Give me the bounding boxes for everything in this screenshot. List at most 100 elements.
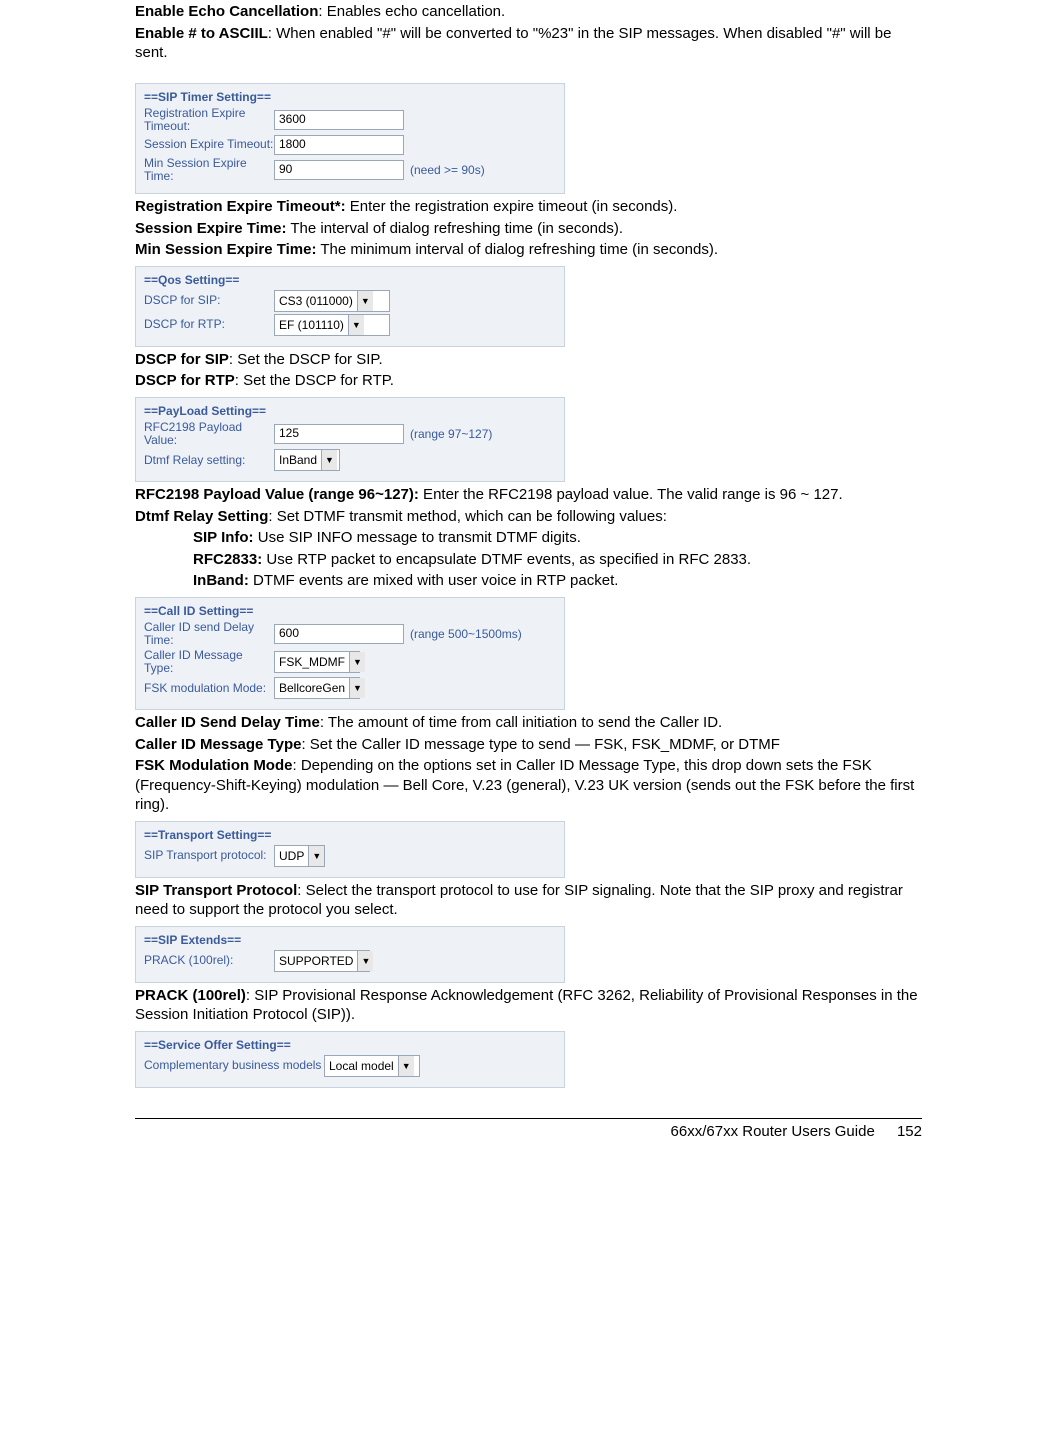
text: DTMF events are mixed with user voice in… bbox=[249, 572, 619, 589]
term: Registration Expire Timeout*: bbox=[135, 198, 346, 215]
term: Session Expire Time: bbox=[135, 220, 286, 237]
text: The interval of dialog refreshing time (… bbox=[286, 220, 623, 237]
term: RFC2833: bbox=[193, 551, 262, 568]
text: : Set the DSCP for RTP. bbox=[235, 372, 394, 389]
echo-cancel-desc: Enable Echo Cancellation: Enables echo c… bbox=[135, 2, 922, 22]
rfc2198-input[interactable]: 125 bbox=[274, 424, 404, 444]
section-header: ==Transport Setting== bbox=[144, 828, 556, 842]
sub-desc: InBand: DTMF events are mixed with user … bbox=[193, 571, 922, 591]
dscp-rtp-select[interactable]: EF (101110) ▼ bbox=[274, 314, 390, 336]
min-session-input[interactable]: 90 bbox=[274, 160, 404, 180]
qos-figure: ==Qos Setting== DSCP for SIP: CS3 (01100… bbox=[135, 266, 565, 347]
term: Dtmf Relay Setting bbox=[135, 508, 268, 525]
payload-figure: ==PayLoad Setting== RFC2198 Payload Valu… bbox=[135, 397, 565, 482]
cid-delay-input[interactable]: 600 bbox=[274, 624, 404, 644]
chevron-down-icon: ▼ bbox=[349, 652, 365, 672]
desc: SIP Transport Protocol: Select the trans… bbox=[135, 881, 922, 920]
desc: RFC2198 Payload Value (range 96~127): En… bbox=[135, 485, 922, 505]
row-transport: SIP Transport protocol: UDP▼ bbox=[144, 845, 556, 867]
row-service: Complementary business models Local mode… bbox=[144, 1055, 556, 1077]
chevron-down-icon: ▼ bbox=[348, 315, 364, 335]
reg-expire-input[interactable]: 3600 bbox=[274, 110, 404, 130]
term: PRACK (100rel) bbox=[135, 987, 246, 1004]
row-min-session: Min Session Expire Time: 90 (need >= 90s… bbox=[144, 157, 556, 183]
text: Enter the registration expire timeout (i… bbox=[346, 198, 678, 215]
footer-rule bbox=[135, 1118, 922, 1119]
page-number: 152 bbox=[897, 1123, 922, 1140]
term: RFC2198 Payload Value (range 96~127): bbox=[135, 486, 419, 503]
term: SIP Transport Protocol bbox=[135, 882, 297, 899]
selected: InBand bbox=[279, 453, 317, 467]
term: Enable # to ASCIIL bbox=[135, 25, 268, 42]
selected: Local model bbox=[329, 1059, 394, 1073]
dtmf-select[interactable]: InBand ▼ bbox=[274, 449, 340, 471]
extends-figure: ==SIP Extends== PRACK (100rel): SUPPORTE… bbox=[135, 926, 565, 983]
prack-select[interactable]: SUPPORTED▼ bbox=[274, 950, 370, 972]
row-dtmf: Dtmf Relay setting: InBand ▼ bbox=[144, 449, 556, 471]
section-header: ==PayLoad Setting== bbox=[144, 404, 556, 418]
sub-desc: SIP Info: Use SIP INFO message to transm… bbox=[193, 528, 922, 548]
row-reg-expire: Registration Expire Timeout: 3600 bbox=[144, 107, 556, 133]
selected: EF (101110) bbox=[279, 318, 344, 332]
selected: CS3 (011000) bbox=[279, 294, 353, 308]
session-expire-input[interactable]: 1800 bbox=[274, 135, 404, 155]
row-session-expire: Session Expire Timeout: 1800 bbox=[144, 135, 556, 155]
desc: Session Expire Time: The interval of dia… bbox=[135, 219, 922, 239]
chevron-down-icon: ▼ bbox=[357, 951, 373, 971]
row-cid-type: Caller ID Message Type: FSK_MDMF▼ bbox=[144, 649, 556, 675]
term: DSCP for SIP bbox=[135, 351, 229, 368]
row-prack: PRACK (100rel): SUPPORTED▼ bbox=[144, 950, 556, 972]
footer-guide: 66xx/67xx Router Users Guide bbox=[671, 1123, 875, 1140]
sip-timer-figure: ==SIP Timer Setting== Registration Expir… bbox=[135, 83, 565, 195]
text: : Set the DSCP for SIP. bbox=[229, 351, 383, 368]
text: : Enables echo cancellation. bbox=[318, 3, 505, 20]
row-cid-delay: Caller ID send Delay Time: 600 (range 50… bbox=[144, 621, 556, 647]
term: InBand: bbox=[193, 572, 249, 589]
cid-type-select[interactable]: FSK_MDMF▼ bbox=[274, 651, 360, 673]
row-dscp-sip: DSCP for SIP: CS3 (011000) ▼ bbox=[144, 290, 556, 312]
desc: Dtmf Relay Setting: Set DTMF transmit me… bbox=[135, 507, 922, 527]
ascii-desc: Enable # to ASCIIL: When enabled "#" wil… bbox=[135, 24, 922, 63]
label: Caller ID Message Type: bbox=[144, 649, 274, 675]
term: DSCP for RTP bbox=[135, 372, 235, 389]
section-header: ==Call ID Setting== bbox=[144, 604, 556, 618]
row-fsk-mode: FSK modulation Mode: BellcoreGen▼ bbox=[144, 677, 556, 699]
hint: (range 97~127) bbox=[410, 427, 492, 441]
desc: Caller ID Send Delay Time: The amount of… bbox=[135, 713, 922, 733]
label: PRACK (100rel): bbox=[144, 954, 274, 967]
hint: (range 500~1500ms) bbox=[410, 627, 522, 641]
term: FSK Modulation Mode bbox=[135, 757, 292, 774]
label: Registration Expire Timeout: bbox=[144, 107, 274, 133]
text: Use SIP INFO message to transmit DTMF di… bbox=[254, 529, 581, 546]
desc: Min Session Expire Time: The minimum int… bbox=[135, 240, 922, 260]
page-footer: 66xx/67xx Router Users Guide 152 bbox=[135, 1123, 922, 1140]
transport-select[interactable]: UDP▼ bbox=[274, 845, 325, 867]
text: The minimum interval of dialog refreshin… bbox=[316, 241, 718, 258]
dscp-sip-select[interactable]: CS3 (011000) ▼ bbox=[274, 290, 390, 312]
chevron-down-icon: ▼ bbox=[357, 291, 373, 311]
fsk-mode-select[interactable]: BellcoreGen▼ bbox=[274, 677, 360, 699]
label: Caller ID send Delay Time: bbox=[144, 621, 274, 647]
sub-desc: RFC2833: Use RTP packet to encapsulate D… bbox=[193, 550, 922, 570]
term: Min Session Expire Time: bbox=[135, 241, 316, 258]
label: Dtmf Relay setting: bbox=[144, 454, 274, 467]
section-header: ==Service Offer Setting== bbox=[144, 1038, 556, 1052]
term: Caller ID Send Delay Time bbox=[135, 714, 320, 731]
label: Session Expire Timeout: bbox=[144, 138, 274, 151]
selected: BellcoreGen bbox=[279, 681, 345, 695]
term: Enable Echo Cancellation bbox=[135, 3, 318, 20]
text: : Set the Caller ID message type to send… bbox=[301, 736, 779, 753]
callid-figure: ==Call ID Setting== Caller ID send Delay… bbox=[135, 597, 565, 711]
chevron-down-icon: ▼ bbox=[398, 1056, 414, 1076]
label: SIP Transport protocol: bbox=[144, 849, 274, 862]
selected: FSK_MDMF bbox=[279, 655, 345, 669]
label: FSK modulation Mode: bbox=[144, 682, 274, 695]
text: : Set DTMF transmit method, which can be… bbox=[268, 508, 667, 525]
chevron-down-icon: ▼ bbox=[308, 846, 324, 866]
label: DSCP for SIP: bbox=[144, 294, 274, 307]
transport-figure: ==Transport Setting== SIP Transport prot… bbox=[135, 821, 565, 878]
desc: Registration Expire Timeout*: Enter the … bbox=[135, 197, 922, 217]
chevron-down-icon: ▼ bbox=[321, 450, 337, 470]
label: Min Session Expire Time: bbox=[144, 157, 274, 183]
service-select[interactable]: Local model ▼ bbox=[324, 1055, 420, 1077]
